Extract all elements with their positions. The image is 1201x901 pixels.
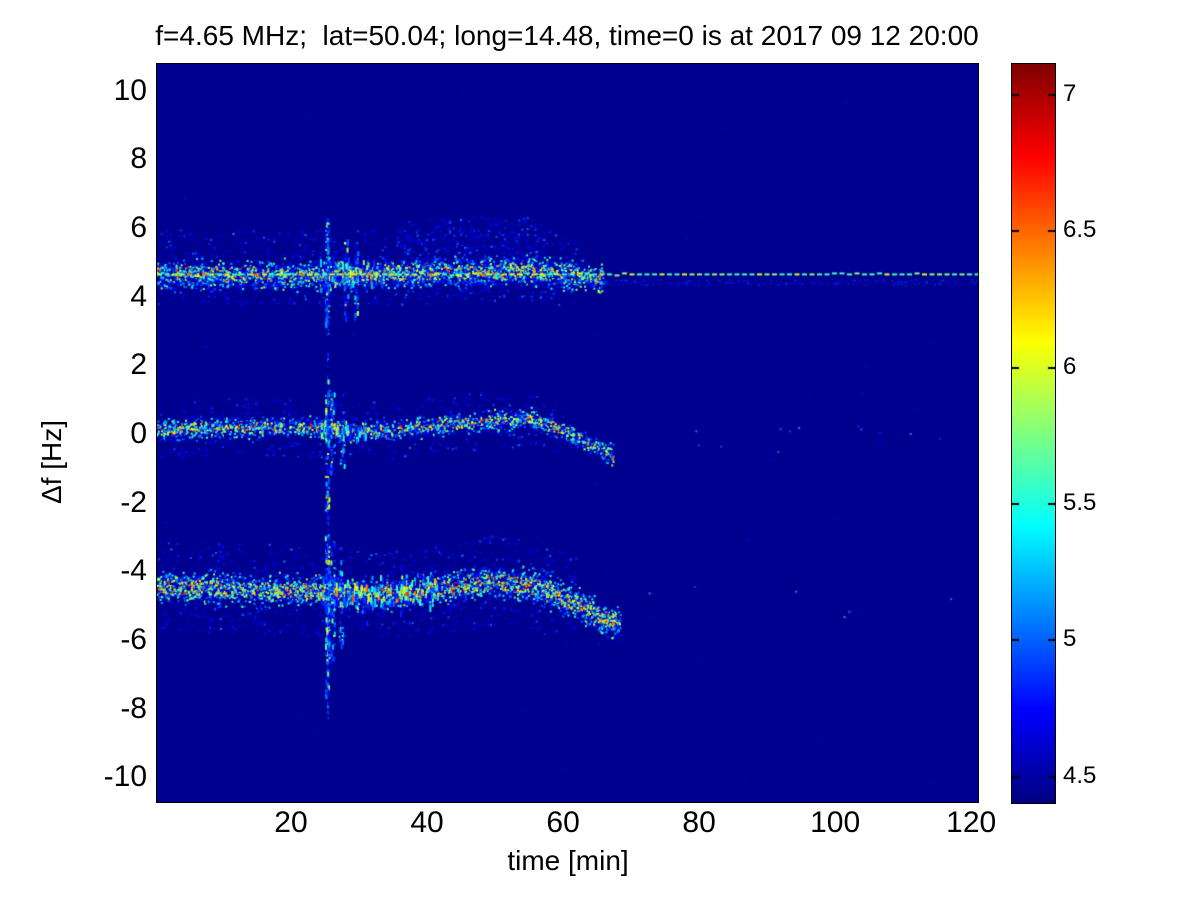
colorbar <box>1012 64 1055 803</box>
x-tick-label: 60 <box>546 806 580 839</box>
y-axis-label: Δf [Hz] <box>36 419 67 505</box>
y-tick-label: 10 <box>113 73 147 107</box>
y-tick-label: 6 <box>130 211 147 245</box>
colorbar-tick-label: 5 <box>1063 625 1077 653</box>
colorbar-tick-label: 6 <box>1063 352 1077 380</box>
x-tick-label: 120 <box>946 806 997 839</box>
spectrogram-plot <box>157 64 978 802</box>
y-tick-label: -10 <box>103 760 147 794</box>
colorbar-tick-label: 5.5 <box>1063 489 1097 517</box>
y-tick-label: -6 <box>120 622 147 656</box>
y-tick-label: -2 <box>120 485 147 519</box>
x-tick-label: 20 <box>274 806 308 839</box>
y-tick-label: 2 <box>130 348 147 382</box>
x-tick-label: 40 <box>410 806 444 839</box>
x-axis-label: time [min] <box>507 845 629 876</box>
chart-title: f=4.65 MHz; lat=50.04; long=14.48, time=… <box>155 20 979 51</box>
x-tick-label: 100 <box>810 806 861 839</box>
y-tick-label: 4 <box>130 279 147 313</box>
y-tick-label: -4 <box>120 554 147 588</box>
x-tick-label: 80 <box>682 806 716 839</box>
colorbar-tick-label: 6.5 <box>1063 216 1097 244</box>
y-tick-label: 0 <box>130 417 147 451</box>
colorbar-tick-label: 4.5 <box>1063 761 1097 789</box>
y-tick-label: -8 <box>120 691 147 725</box>
colorbar-tick-label: 7 <box>1063 79 1077 107</box>
y-tick-label: 8 <box>130 142 147 176</box>
